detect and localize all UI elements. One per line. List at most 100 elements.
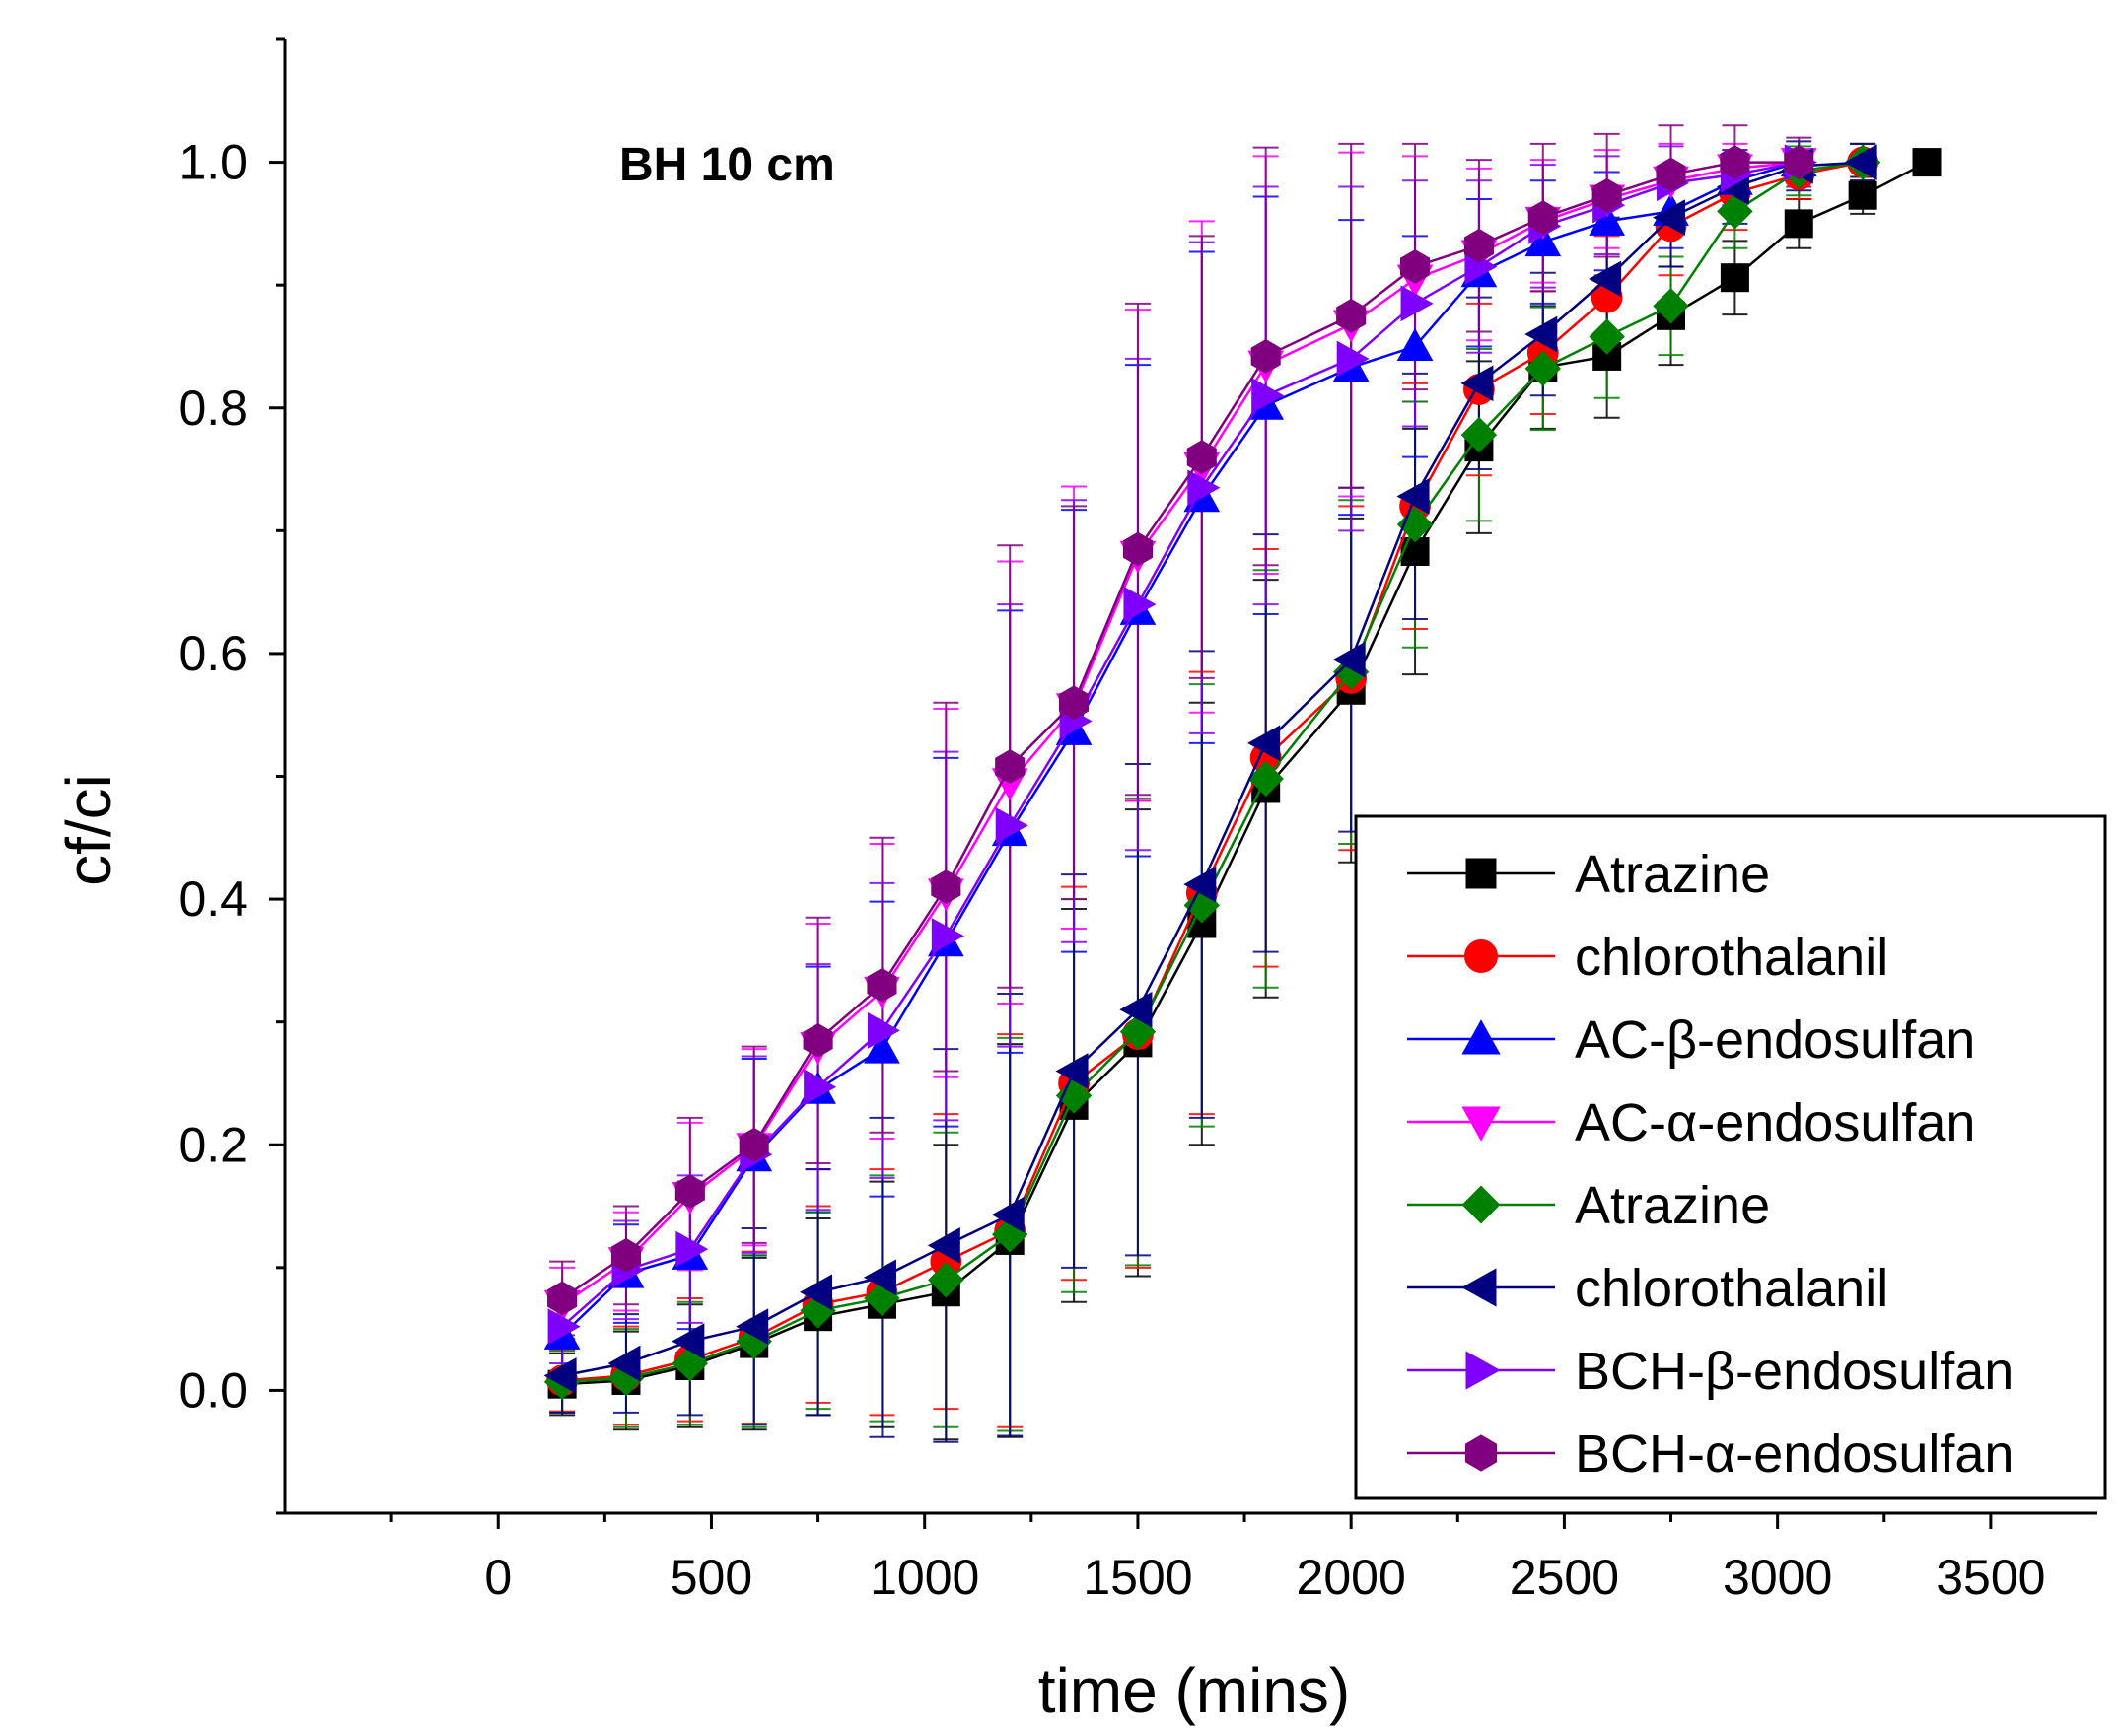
data-point — [1186, 440, 1217, 474]
data-point — [1399, 249, 1431, 284]
data-point — [804, 1069, 837, 1106]
y-tick-label: 0.8 — [178, 381, 248, 436]
y-tick-label: 0.6 — [178, 626, 248, 681]
data-point — [1717, 193, 1753, 230]
data-point — [1784, 209, 1813, 239]
legend-marker — [1464, 939, 1498, 973]
axes: 0 500 1000 1500 2000 2500 3000 3500 0.0 0.2 0.4 0.6… — [178, 37, 2097, 1605]
data-point — [1592, 177, 1622, 213]
data-point — [995, 806, 1028, 844]
data-point — [1460, 416, 1498, 453]
legend-label: BCH-α-endosulfan — [1575, 1424, 2014, 1484]
data-point — [800, 1274, 833, 1311]
legend-marker — [1461, 1106, 1501, 1142]
data-point — [1460, 365, 1494, 402]
data-point — [543, 1357, 577, 1394]
data-point — [867, 1012, 900, 1049]
legend-marker — [1461, 1019, 1501, 1055]
data-point — [1396, 478, 1430, 515]
x-tick-label: 3500 — [1936, 1550, 2045, 1605]
data-point — [1250, 339, 1281, 374]
legend-entry: Atrazine — [1407, 1176, 1770, 1235]
data-point — [1055, 1077, 1093, 1114]
y-tick-label: 0.2 — [178, 1117, 248, 1172]
series-group — [543, 144, 1942, 1400]
data-point — [1187, 469, 1221, 507]
legend-label: chlorothalanil — [1575, 1259, 1888, 1318]
data-point — [672, 1323, 705, 1359]
data-point — [1589, 260, 1622, 298]
x-tick-label: 3000 — [1723, 1550, 1832, 1605]
data-point — [927, 1227, 960, 1264]
data-point — [1589, 318, 1625, 355]
data-point — [1656, 157, 1686, 192]
series-line — [562, 161, 1928, 1386]
data-point — [675, 1230, 709, 1268]
data-point — [1247, 725, 1281, 762]
data-point — [1183, 866, 1217, 903]
data-point — [1524, 350, 1561, 387]
data-point — [1336, 298, 1367, 333]
data-point — [867, 967, 897, 1003]
data-point — [864, 1030, 900, 1064]
legend-label: Atrazine — [1575, 1176, 1770, 1235]
data-point — [1652, 199, 1686, 236]
legend-marker — [1461, 1268, 1497, 1307]
data-point — [863, 1259, 896, 1296]
legend-entry: BCH-β-endosulfan — [1407, 1342, 2014, 1401]
data-point — [1848, 180, 1877, 210]
x-tick-label: 1000 — [870, 1550, 979, 1605]
legend-entry: chlorothalanil — [1407, 928, 1888, 987]
data-point — [1524, 315, 1558, 353]
y-tick-label: 0.0 — [178, 1362, 248, 1418]
data-point — [803, 1022, 833, 1058]
legend-entry: Atrazine — [1407, 845, 1770, 904]
annotation-label: BH 10 cm — [619, 139, 835, 191]
data-point — [1123, 586, 1157, 623]
data-point — [610, 1237, 642, 1273]
data-point — [1055, 1053, 1089, 1089]
data-point — [1527, 200, 1558, 236]
data-point — [1844, 144, 1877, 180]
legend-entry: AC-α-endosulfan — [1407, 1093, 1975, 1152]
data-point — [1396, 327, 1434, 361]
legend-entry: chlorothalanil — [1407, 1259, 1888, 1318]
x-tick-label: 0 — [484, 1550, 512, 1605]
x-tick-label: 2500 — [1510, 1550, 1619, 1605]
series-8 — [547, 145, 1814, 1316]
data-point — [991, 1196, 1025, 1233]
data-point — [1912, 148, 1942, 177]
data-point — [1247, 760, 1284, 798]
data-point — [931, 869, 961, 905]
data-point — [736, 1308, 769, 1345]
data-point — [1119, 991, 1153, 1028]
legend-box — [1354, 814, 2107, 1500]
data-point — [547, 1281, 578, 1316]
data-point — [1332, 641, 1366, 678]
x-tick-label: 1500 — [1083, 1550, 1192, 1605]
data-point — [739, 1127, 769, 1162]
data-point — [1400, 285, 1434, 322]
legend-label: AC-α-endosulfan — [1575, 1093, 1975, 1152]
data-point — [1251, 377, 1285, 414]
legend-marker — [1465, 858, 1497, 889]
data-point — [1720, 145, 1750, 179]
legend-entry: AC-β-endosulfan — [1407, 1010, 1975, 1070]
x-tick-label: 2000 — [1297, 1550, 1406, 1605]
x-axis-title: time (mins) — [1038, 1655, 1350, 1726]
y-tick-label: 0.4 — [178, 871, 248, 927]
x-tick-label: 500 — [671, 1550, 752, 1605]
data-point — [931, 918, 964, 954]
data-point — [1720, 263, 1749, 293]
data-point — [1059, 685, 1090, 721]
y-axis-title: cf/ci — [53, 774, 124, 886]
legend-label: chlorothalanil — [1575, 928, 1888, 987]
legend-label: BCH-β-endosulfan — [1575, 1342, 2014, 1401]
data-point — [547, 1308, 581, 1345]
data-point — [995, 749, 1026, 784]
legend-marker — [1464, 1434, 1498, 1472]
data-point — [1653, 288, 1689, 324]
data-point — [1463, 228, 1494, 263]
data-point — [1336, 340, 1370, 378]
